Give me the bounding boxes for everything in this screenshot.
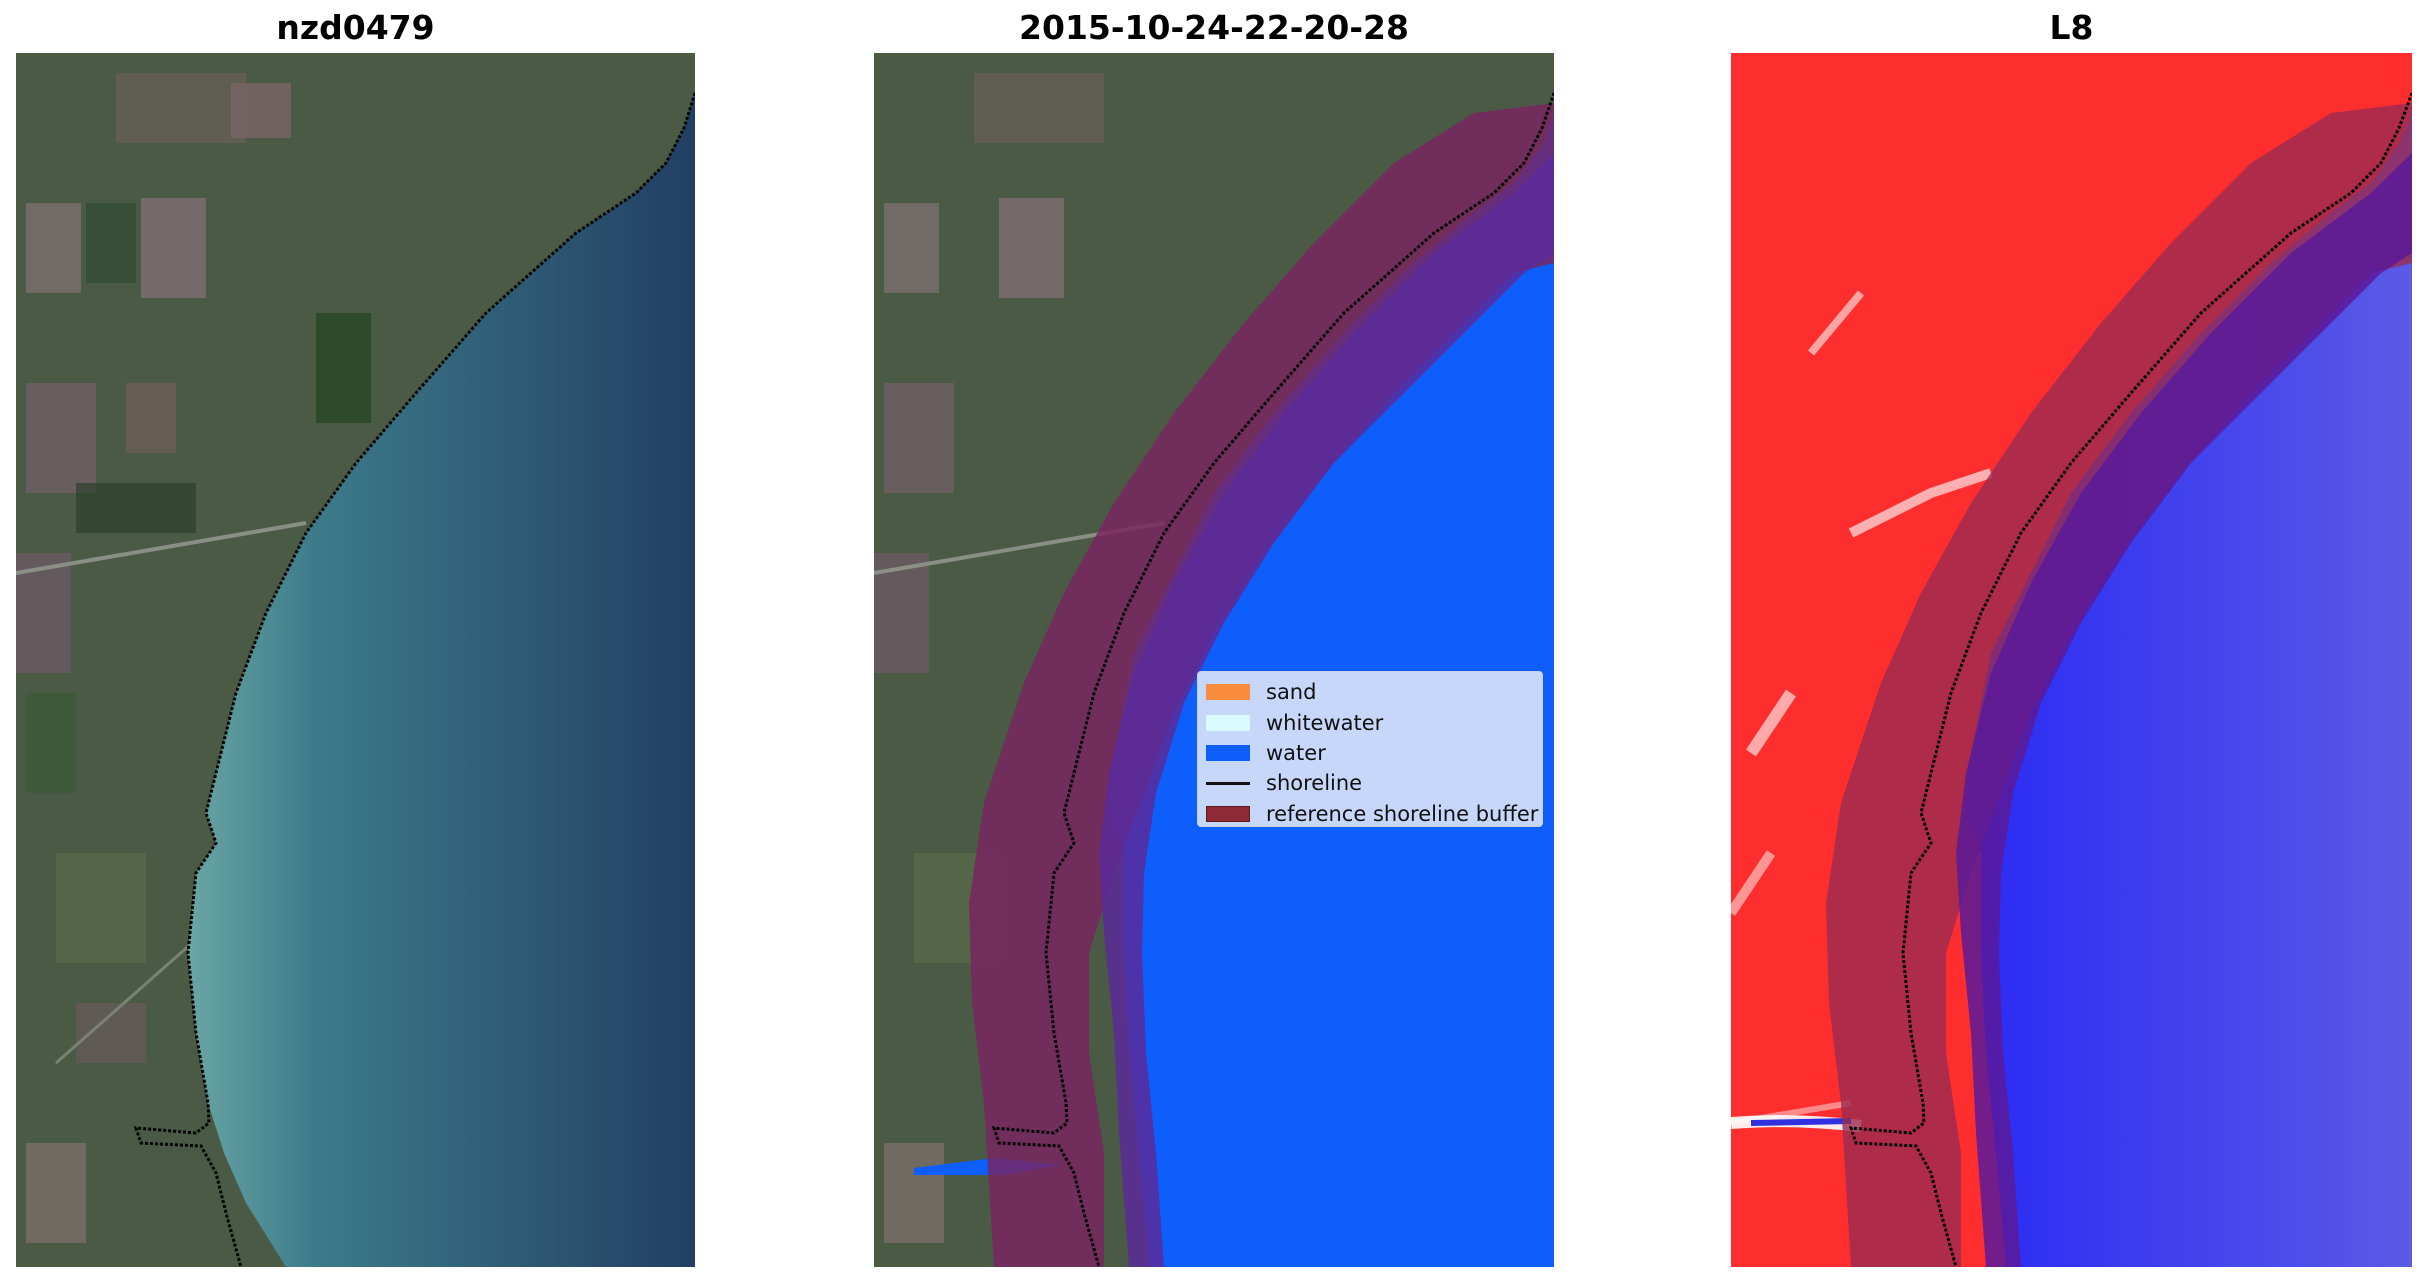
legend-item-water: water bbox=[1206, 738, 1542, 768]
legend-label: reference shoreline buffer bbox=[1266, 801, 1539, 826]
whitewater-swatch bbox=[1206, 714, 1250, 731]
legend-item-shoreline: shoreline bbox=[1206, 768, 1542, 798]
legend-label: shoreline bbox=[1266, 771, 1363, 796]
classified-image bbox=[874, 53, 1554, 1267]
legend: sand whitewater water shoreline referenc… bbox=[1197, 671, 1543, 827]
panel-title-classified: 2015-10-24-22-20-28 bbox=[1019, 8, 1409, 47]
legend-label: whitewater bbox=[1266, 710, 1384, 735]
legend-item-buffer: reference shoreline buffer bbox=[1206, 799, 1542, 829]
buffer-swatch bbox=[1206, 805, 1250, 822]
panel-title-mndwi: L8 bbox=[2049, 8, 2094, 47]
shoreline-path bbox=[133, 92, 695, 1267]
legend-item-sand: sand bbox=[1206, 677, 1542, 707]
rgb-satellite-image bbox=[16, 53, 695, 1267]
shoreline-swatch bbox=[1206, 781, 1250, 785]
water-swatch bbox=[1206, 744, 1250, 761]
legend-item-whitewater: whitewater bbox=[1206, 707, 1542, 737]
legend-label: sand bbox=[1266, 680, 1317, 705]
mndwi-image bbox=[1731, 53, 2412, 1267]
sand-swatch bbox=[1206, 684, 1250, 701]
panel-title-rgb: nzd0479 bbox=[276, 8, 435, 47]
legend-label: water bbox=[1266, 740, 1326, 765]
